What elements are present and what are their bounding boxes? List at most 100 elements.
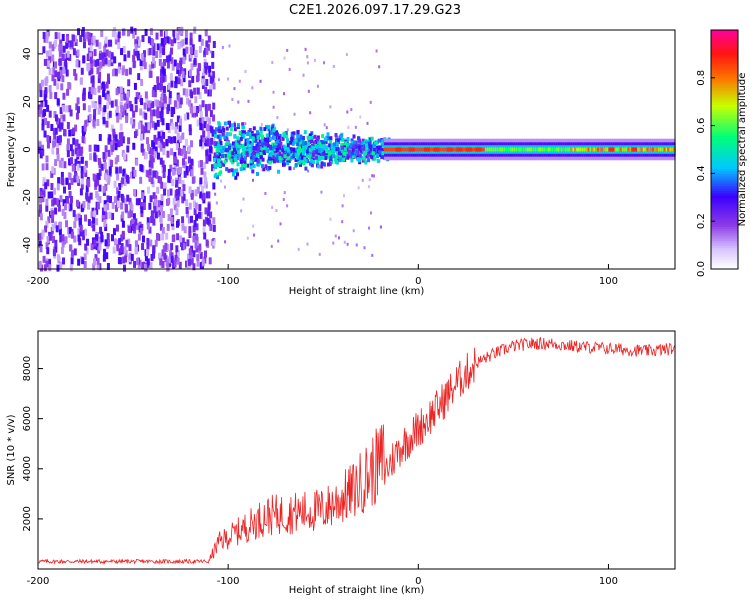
heatmap-cell: [216, 134, 220, 139]
heatmap-cell: [170, 255, 174, 263]
heatmap-cell: [63, 161, 67, 169]
colorbar-cell: [711, 147, 738, 151]
heatmap-cell: [342, 154, 346, 159]
heatmap-cell: [173, 36, 177, 44]
heatmap-cell: [103, 50, 107, 58]
heatmap-cell: [208, 257, 212, 265]
heatmap-cell: [259, 155, 263, 160]
heatmap-cell: [378, 65, 381, 69]
heatmap-cell: [279, 141, 283, 146]
heatmap-cell: [84, 228, 88, 236]
heatmap-cell: [179, 66, 183, 74]
heatmap-cell: [443, 147, 446, 152]
heatmap-cell: [159, 157, 163, 165]
heatmap-cell: [123, 54, 127, 62]
heatmap-cell: [50, 191, 54, 199]
heatmap-cell: [68, 226, 72, 234]
heatmap-cell: [302, 73, 305, 77]
heatmap-cell: [74, 39, 78, 47]
heatmap-cell: [84, 160, 88, 168]
heatmap-cell: [121, 211, 125, 219]
heatmap-cell: [340, 145, 344, 150]
heatmap-cell: [93, 258, 97, 266]
heatmap-cell: [123, 179, 127, 187]
heatmap-cell: [85, 247, 89, 255]
heatmap-cell: [156, 99, 160, 107]
heatmap-cell: [155, 51, 159, 59]
heatmap-cell: [93, 109, 97, 117]
heatmap-cell: [156, 119, 160, 127]
heatmap-cell: [553, 147, 556, 152]
heatmap-cell: [261, 145, 265, 150]
heatmap-cell: [212, 245, 215, 249]
heatmap-cell: [38, 146, 42, 154]
colorbar-cell: [711, 70, 738, 74]
heatmap-cell: [217, 135, 221, 140]
heatmap-cell: [197, 63, 201, 71]
heatmap-cell: [269, 153, 273, 158]
heatmap-cell: [80, 171, 84, 179]
heatmap-cell: [343, 151, 347, 156]
heatmap-cell: [134, 48, 138, 56]
heatmap-cell: [77, 60, 81, 68]
heatmap-cell: [58, 221, 62, 229]
heatmap-cell: [335, 155, 339, 160]
heatmap-cell: [123, 198, 127, 206]
heatmap-cell: [200, 135, 204, 143]
heatmap-cell: [78, 218, 82, 226]
heatmap-cell: [306, 242, 309, 246]
heatmap-cell: [152, 43, 156, 51]
heatmap-cell: [352, 134, 356, 139]
heatmap-cell: [283, 191, 286, 195]
heatmap-cell: [243, 160, 247, 165]
heatmap-cell: [319, 140, 323, 145]
plot-area: [38, 331, 675, 569]
heatmap-cell: [215, 148, 219, 153]
heatmap-cell: [326, 132, 330, 137]
heatmap-cell: [222, 162, 226, 167]
heatmap-cell: [172, 29, 176, 37]
heatmap-cell: [286, 161, 290, 166]
heatmap-cell: [248, 140, 252, 145]
heatmap-cell: [488, 147, 492, 152]
heatmap-cell: [239, 159, 243, 164]
heatmap-cell: [214, 127, 218, 132]
heatmap-cell: [39, 264, 43, 272]
heatmap-cell: [175, 179, 179, 187]
heatmap-cell: [63, 212, 67, 220]
heatmap-cell: [247, 99, 250, 103]
heatmap-cell: [332, 147, 336, 152]
heatmap-cell: [104, 57, 108, 65]
heatmap-cell: [252, 224, 255, 228]
heatmap-cell: [89, 153, 93, 161]
heatmap-cell: [231, 123, 235, 128]
heatmap-cell: [72, 209, 76, 217]
colorbar-cell: [711, 209, 738, 213]
heatmap-cell: [265, 148, 269, 153]
heatmap-cell: [44, 182, 48, 190]
heatmap-cell: [119, 139, 123, 147]
heatmap-cell: [58, 135, 62, 143]
heatmap-cell: [160, 130, 164, 138]
heatmap-cell: [341, 137, 345, 142]
heatmap-cell: [252, 156, 256, 161]
heatmap-cell: [284, 151, 288, 156]
heatmap-cell: [235, 142, 239, 147]
heatmap-cell: [48, 85, 52, 93]
heatmap-cell: [181, 71, 185, 79]
heatmap-cell: [92, 35, 96, 43]
heatmap-cell: [182, 147, 186, 155]
colorbar-cell: [711, 30, 738, 33]
colorbar-cell: [711, 254, 738, 258]
heatmap-cell: [180, 189, 184, 197]
heatmap-cell: [164, 101, 168, 109]
heatmap-cell: [183, 68, 187, 76]
heatmap-cell: [343, 194, 346, 198]
heatmap-cell: [104, 239, 108, 247]
heatmap-cell: [376, 153, 380, 158]
heatmap-cell: [110, 139, 114, 147]
heatmap-cell: [39, 106, 43, 114]
heatmap-cell: [40, 79, 44, 87]
heatmap-cell: [98, 53, 102, 61]
heatmap-cell: [408, 147, 415, 152]
